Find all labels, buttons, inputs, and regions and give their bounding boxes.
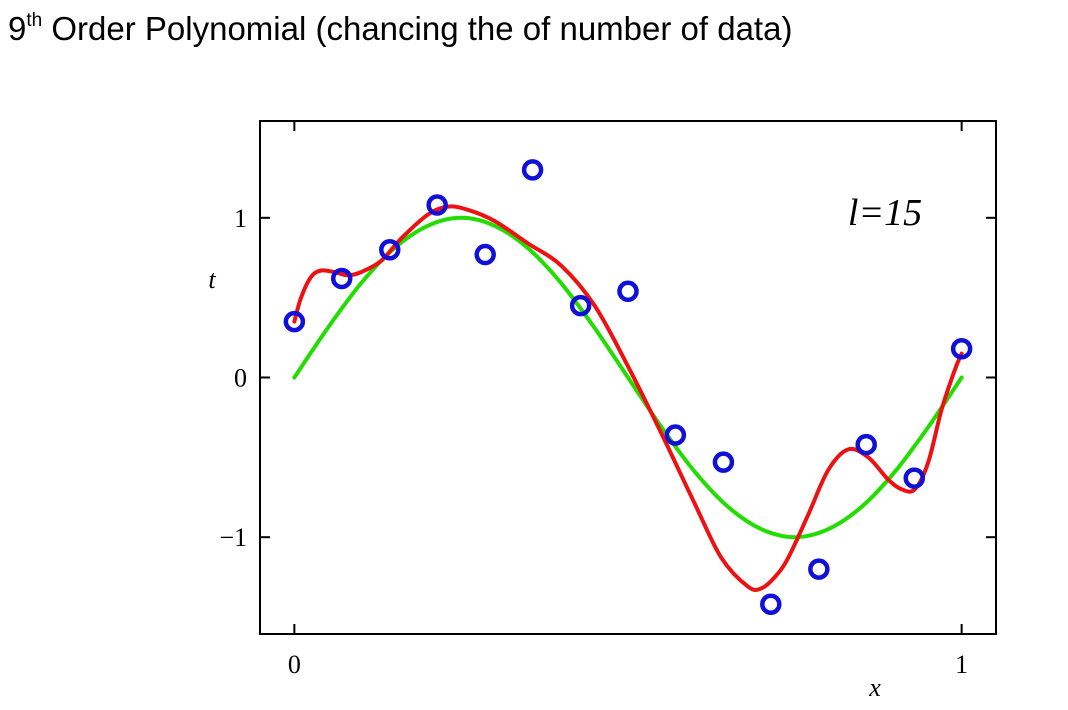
data-point <box>950 338 973 360</box>
points-layer <box>283 159 973 616</box>
true-function-curve <box>292 215 964 540</box>
data-point <box>283 310 306 333</box>
data-point <box>712 451 735 473</box>
data-point <box>521 159 544 181</box>
data-point <box>617 280 639 303</box>
data-point <box>569 294 592 317</box>
data-point <box>903 467 926 489</box>
y-tick-label: −1 <box>219 523 247 552</box>
plot-frame <box>259 120 997 635</box>
data-point <box>330 267 353 290</box>
slide-title-prefix: 9 <box>8 10 27 47</box>
data-point <box>760 593 782 616</box>
annotation-label: l=15 <box>848 192 922 234</box>
slide-title-superscript: th <box>26 10 43 31</box>
fitted-polynomial-curve <box>292 204 964 592</box>
x-tick-label: 1 <box>955 650 968 679</box>
ticks-layer: 0 1 −1 0 1 <box>219 122 995 679</box>
data-point <box>474 243 496 266</box>
y-tick-label: 1 <box>234 204 247 233</box>
slide-title-rest: Order Polynomial (chancing the of number… <box>42 10 793 47</box>
x-tick-label: 0 <box>288 650 301 679</box>
data-point <box>855 433 877 456</box>
data-point <box>808 558 830 580</box>
curves-layer <box>292 204 964 592</box>
data-point <box>379 239 401 261</box>
y-axis-label: t <box>208 265 216 294</box>
data-point <box>426 194 448 216</box>
data-point <box>664 424 687 446</box>
y-tick-label: 0 <box>234 364 247 393</box>
slide-title: 9th Order Polynomial (chancing the of nu… <box>8 10 792 48</box>
x-axis-label: x <box>868 673 881 702</box>
